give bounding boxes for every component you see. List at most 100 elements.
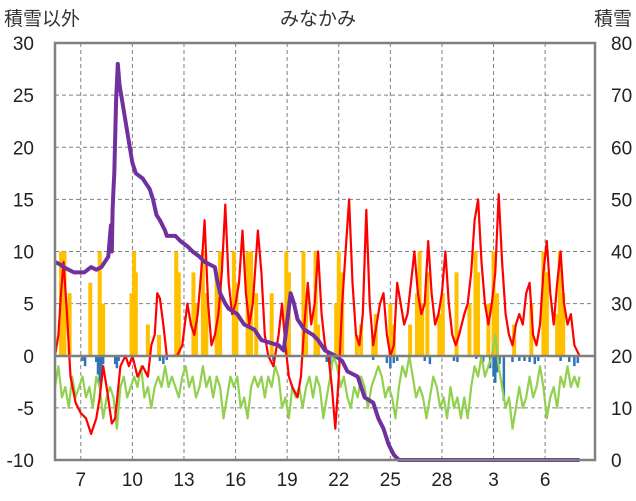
precip-bar [284,251,289,356]
deficit-bar [533,355,537,365]
left-tick-label: -10 [7,451,34,472]
deficit-bar [158,355,162,361]
precip-bar [204,293,209,356]
deficit-bar [162,355,165,365]
deficit-bar [395,355,399,361]
deficit-bar [495,355,499,373]
right-tick-label: 50 [611,190,632,211]
right-tick-label: 40 [611,243,632,264]
deficit-bar [100,355,103,379]
precip-bar [486,303,491,356]
precip-bar [67,293,72,356]
deficit-bar [494,355,497,383]
x-tick-label: 28 [431,470,452,491]
left-tick-label: 0 [23,347,34,368]
precip-bar [214,272,219,356]
x-tick-label: 13 [173,470,194,491]
precip-bar [473,251,478,356]
deficit-bar [113,355,117,365]
deficit-bar [536,355,540,361]
left-y-ticks: 30 25 20 15 10 5 0 -5 -10 [7,34,34,472]
left-axis-label: 積雪以外 [4,8,80,30]
precip-bar [88,282,93,356]
precip-bar [145,324,150,356]
precip-bar [129,293,134,356]
precip-bar [200,251,205,356]
precip-bar [354,334,359,356]
deficit-bar [328,355,332,366]
deficit-bar [371,355,375,360]
x-tick-label: 3 [488,470,499,491]
precip-bar [62,251,67,356]
deficit-bar [567,355,571,363]
deficit-bar [498,355,501,365]
precip-bar [529,303,534,356]
precip-bar [555,314,560,356]
precip-bar [415,293,420,356]
x-tick-label: 10 [122,470,143,491]
deficit-bar [325,355,328,363]
deficit-bar [117,355,120,361]
precip-bar [174,251,179,356]
deficit-bar [523,355,526,361]
precip-bar [334,303,339,356]
precip-bar [191,272,196,356]
precip-bar [561,293,566,356]
deficit-bar [115,355,119,369]
deficit-bars [81,355,580,401]
precip-bar [301,251,306,356]
right-tick-label: 60 [611,138,632,159]
precip-bar [494,293,499,356]
precip-bar [176,272,181,356]
deficit-bar [83,355,87,367]
precip-bar [491,251,496,356]
right-tick-label: 30 [611,295,632,316]
deficit-bar [385,355,389,364]
deficit-bar [492,355,495,377]
deficit-bar [456,355,459,363]
precip-bar [467,303,472,356]
precip-bar [231,251,236,356]
precip-bar [425,272,430,356]
deficit-bar [96,355,100,375]
right-tick-label: 10 [611,399,632,420]
left-tick-label: 10 [13,243,34,264]
precip-bar [420,303,425,356]
precip-bar [440,293,445,356]
right-tick-label: 70 [611,86,632,107]
x-tick-label: 19 [277,470,298,491]
deficit-bar [389,355,392,369]
deficit-bar [481,355,485,363]
precip-bar [388,303,393,356]
precip-bar [157,334,162,356]
right-tick-label: 80 [611,34,632,55]
precip-bar [234,282,239,356]
x-tick-label: 22 [328,470,349,491]
x-tick-label: 7 [76,470,87,491]
right-tick-label: 0 [611,451,622,472]
chart-title: みなかみ [280,8,356,30]
left-tick-label: 5 [23,295,34,316]
x-tick-label: 6 [540,470,551,491]
deficit-bar [518,355,521,361]
deficit-bar [101,355,105,365]
precip-bar [359,324,364,356]
deficit-bar [81,355,84,361]
precip-bar [133,272,138,356]
precip-bar [408,324,413,356]
precip-bar [97,251,102,356]
precip-bar [101,303,106,356]
deficit-bar [559,355,562,361]
right-tick-label: 20 [611,347,632,368]
deficit-bar [95,355,98,363]
precip-bar [454,272,459,356]
plot-frame [53,41,597,462]
deficit-bar [272,355,275,361]
left-tick-label: 30 [13,34,34,55]
deficit-bar [475,355,478,359]
right-axis-label: 積雪 [594,8,632,30]
deficit-bar [392,355,396,364]
deficit-bar [423,355,426,361]
deficit-bar [428,355,432,365]
